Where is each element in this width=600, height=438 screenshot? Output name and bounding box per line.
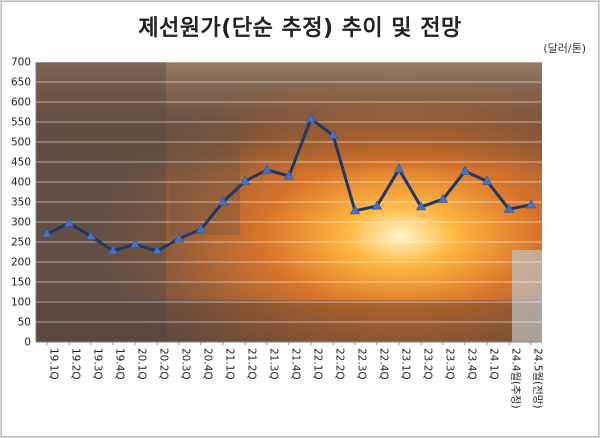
data-point-marker (349, 205, 361, 215)
data-point-marker (525, 199, 537, 209)
y-tick-label: 450 (11, 157, 31, 169)
x-tick-label: 20.3Q (180, 348, 192, 380)
data-point-marker (107, 245, 119, 255)
x-tick-label: 19.1Q (48, 348, 60, 380)
data-point-marker (481, 175, 493, 185)
grid-lines (36, 61, 542, 323)
series-layer (41, 113, 537, 255)
data-point-marker (437, 193, 449, 203)
y-tick-label: 0 (24, 337, 31, 349)
data-point-marker (327, 129, 339, 139)
y-tick-label: 200 (11, 257, 31, 269)
y-tick-label: 500 (11, 137, 31, 149)
y-tick-label: 700 (11, 57, 31, 69)
x-tick-label: 23.4Q (466, 348, 478, 380)
data-point-marker (415, 201, 427, 211)
x-tick-label: 23.3Q (444, 348, 456, 380)
unit-label: (달러/톤) (543, 42, 586, 55)
x-tick-label: 19.3Q (92, 348, 104, 380)
x-tick-label: 24.5월(전망) (532, 348, 544, 409)
data-point-marker (283, 170, 295, 180)
y-tick-label: 550 (11, 117, 31, 129)
x-tick-label: 21.4Q (290, 348, 302, 380)
y-tick-label: 350 (11, 197, 31, 209)
x-tick-label: 20.4Q (202, 348, 214, 380)
data-point-marker (261, 164, 273, 174)
x-tick-label: 22.4Q (378, 348, 390, 380)
data-point-marker (63, 217, 75, 227)
data-point-marker (239, 175, 251, 185)
x-tick-label: 22.3Q (356, 348, 368, 380)
x-tick-label: 21.1Q (224, 348, 236, 380)
x-tick-label: 19.4Q (114, 348, 126, 380)
x-tick-label: 22.1Q (312, 348, 324, 380)
y-tick-label: 150 (11, 277, 31, 289)
x-axis-ticks: 19.1Q 19.2Q 19.3Q 19.4Q 20.1Q 20.2Q 20.3Q 20.4Q… (46, 342, 544, 409)
y-tick-label: 100 (11, 297, 31, 309)
data-point-marker (305, 113, 317, 123)
y-tick-label: 300 (11, 217, 31, 229)
data-point-marker (503, 203, 515, 213)
y-tick-label: 50 (18, 317, 31, 329)
x-tick-label: 20.1Q (136, 348, 148, 380)
chart-title: 제선원가(단순 추정) 추이 및 전망 (138, 16, 462, 41)
x-tick-label: 21.2Q (246, 348, 258, 380)
data-point-marker (173, 233, 185, 243)
x-tick-label: 20.2Q (158, 348, 170, 380)
x-tick-label: 21.3Q (268, 348, 280, 380)
x-tick-label: 24.1Q (488, 348, 500, 380)
y-tick-label: 600 (11, 97, 31, 109)
data-point-marker (459, 165, 471, 175)
x-tick-label: 23.2Q (422, 348, 434, 380)
data-point-marker (85, 230, 97, 240)
data-point-marker (129, 238, 141, 248)
y-tick-label: 650 (11, 77, 31, 89)
x-tick-label: 24.4월(추정) (510, 348, 522, 409)
data-point-marker (151, 245, 163, 255)
data-point-marker (195, 223, 207, 233)
data-point-marker (393, 163, 405, 173)
x-tick-label: 22.2Q (334, 348, 346, 380)
data-point-marker (41, 228, 53, 238)
data-point-marker (217, 196, 229, 206)
y-axis-ticks: 0 50 100 150 200 250 300 350 400 450 500 550 600 650 7… (11, 57, 31, 349)
data-point-marker (371, 200, 383, 210)
y-tick-label: 250 (11, 237, 31, 249)
y-tick-label: 400 (11, 177, 31, 189)
x-tick-label: 19.2Q (70, 348, 82, 380)
x-tick-label: 23.1Q (400, 348, 412, 380)
